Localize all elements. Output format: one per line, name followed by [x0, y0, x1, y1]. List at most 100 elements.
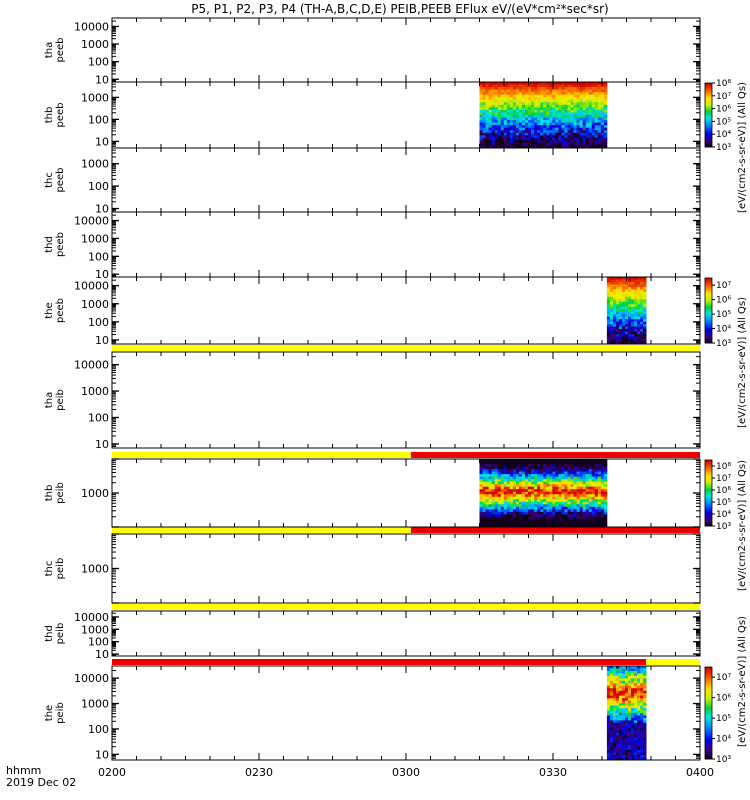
heatmap-cell [588, 459, 593, 462]
heatmap-cell [488, 484, 493, 488]
heatmap-cell [479, 501, 483, 505]
heatmap-cell [634, 321, 638, 325]
heatmap-cell [558, 104, 562, 108]
heatmap-cell [515, 464, 520, 467]
heatmap-cell [491, 469, 496, 472]
heatmap-cell [594, 499, 599, 503]
colorbar-frame [704, 277, 713, 344]
heatmap-cell [497, 479, 502, 483]
heatmap-cell [485, 142, 489, 146]
heatmap-cell [534, 127, 538, 131]
heatmap-cell [631, 668, 635, 672]
colorbar-step [705, 129, 712, 132]
heatmap-cell [546, 489, 550, 493]
heatmap-cell [615, 279, 620, 283]
heatmap-cell [567, 476, 571, 480]
heatmap-cell [603, 102, 608, 106]
heatmap-cell [531, 519, 535, 523]
heatmap-cell [609, 329, 614, 332]
heatmap-cell [558, 499, 562, 503]
heatmap-cell [537, 466, 541, 470]
heatmap-cell [570, 112, 574, 116]
heatmap-cell [637, 334, 641, 337]
heatmap-cell [603, 519, 608, 523]
heatmap-cell [573, 92, 577, 96]
heatmap-cell [591, 102, 596, 106]
heatmap-cell [497, 466, 502, 470]
heatmap-cell [643, 339, 647, 342]
heatmap-cell [485, 484, 489, 488]
heatmap-cell [640, 321, 644, 325]
heatmap-cell [543, 87, 547, 91]
heatmap-cell [576, 476, 580, 480]
heatmap-cell [521, 474, 526, 478]
heatmap-cell [552, 109, 556, 113]
heatmap-cell [531, 92, 535, 96]
panel-label-probe: thb [44, 485, 55, 502]
heatmap-cell [576, 484, 580, 488]
heatmap-cell [631, 685, 635, 689]
heatmap-cell [485, 511, 489, 515]
colorbar-step [705, 124, 712, 127]
heatmap-cell [612, 291, 617, 295]
heatmap-cell [503, 102, 508, 106]
heatmap-cell [515, 142, 520, 146]
colorbar-step [705, 754, 712, 757]
heatmap-cell [637, 321, 641, 325]
colorbar-step [705, 313, 712, 316]
panel-label: thcpeib [44, 558, 66, 580]
heatmap-cell [612, 281, 617, 285]
heatmap-cell [631, 717, 635, 721]
heatmap-cell [521, 524, 526, 528]
heatmap-cell [579, 511, 584, 515]
y-tick-label: 1000 [81, 38, 109, 51]
colorbar-frame [704, 82, 713, 148]
heatmap-cell [494, 92, 499, 96]
heatmap-cell [537, 524, 541, 528]
colorbar-step [705, 97, 712, 100]
colorbar-step [705, 127, 712, 130]
heatmap-cell [515, 89, 520, 93]
heatmap-cell [479, 504, 483, 508]
heatmap-cell [494, 145, 499, 149]
heatmap-cell [597, 476, 602, 480]
heatmap-cell [525, 521, 529, 525]
heatmap-cell [621, 301, 626, 305]
heatmap-cell [515, 125, 520, 129]
heatmap-cell [540, 524, 544, 528]
heatmap-cell [543, 99, 547, 103]
heatmap-cell [637, 326, 641, 330]
colorbar-step [705, 330, 712, 332]
heatmap-cell [491, 524, 496, 528]
panel-label: thepeeb [44, 298, 66, 323]
colorbar-step [705, 522, 712, 525]
heatmap-cell [588, 491, 593, 495]
heatmap-cell [600, 84, 605, 88]
colorbar-tick-label: 10⁶ [716, 105, 731, 115]
heatmap-cell [497, 509, 502, 513]
heatmap-cell [491, 511, 496, 515]
heatmap-cell [597, 145, 602, 149]
y-tick-label: 10 [95, 203, 109, 216]
heatmap-cell [540, 489, 544, 493]
heatmap-cell [576, 479, 580, 483]
heatmap-cell [518, 499, 523, 503]
heatmap-cell [588, 466, 593, 470]
heatmap-cell [640, 309, 644, 313]
panel-label-product: peeb [55, 232, 66, 257]
heatmap-cell [643, 708, 647, 711]
heatmap-cell [631, 314, 635, 318]
heatmap-cell [603, 474, 608, 478]
heatmap-cell [494, 137, 499, 141]
heatmap-cell [500, 97, 505, 101]
heatmap-cell [497, 476, 502, 480]
heatmap-cell [512, 476, 517, 480]
heatmap-cell [615, 289, 620, 293]
colorbar-tick-label: 10³ [716, 143, 731, 153]
heatmap-cell [552, 82, 556, 85]
heatmap-cell [588, 501, 593, 505]
heatmap-cell [500, 132, 505, 136]
heatmap-cell [485, 120, 489, 124]
heatmap-cell [621, 286, 626, 290]
heatmap-cell [621, 326, 626, 330]
